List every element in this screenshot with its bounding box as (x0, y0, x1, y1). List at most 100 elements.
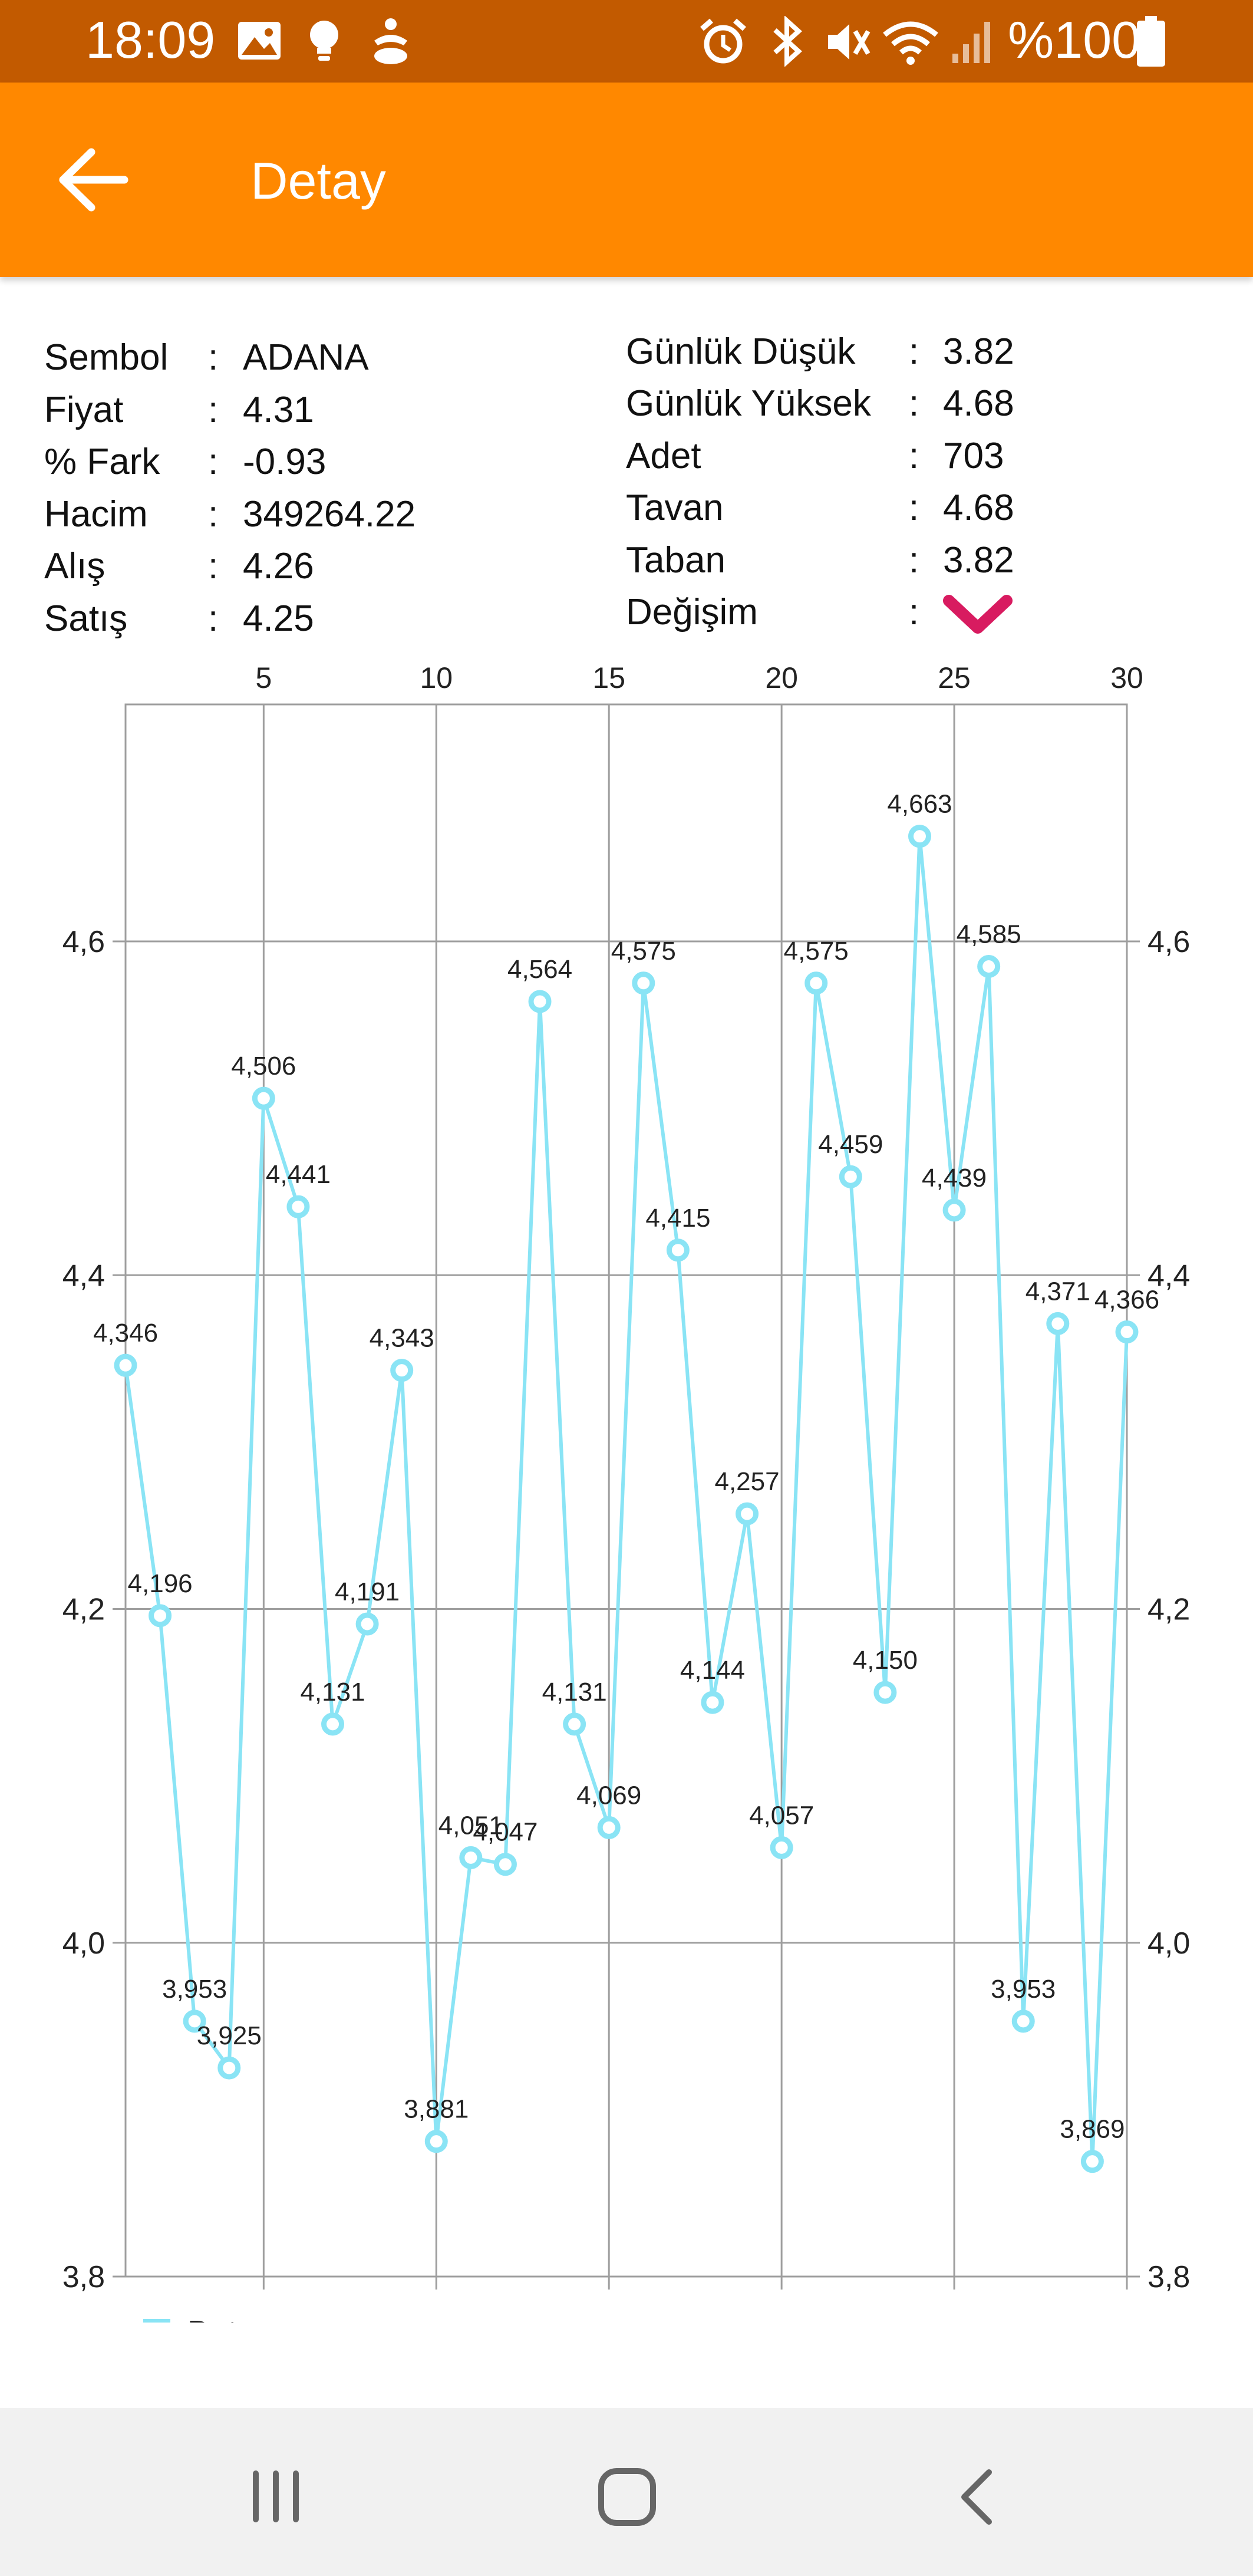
data-point (493, 1853, 517, 1876)
price-chart: 5 10 15 20 25 30 3,8 3,8 4,0 4,0 4,2 4,2 4,4 4,4 4,6 4,… (0, 637, 1253, 2350)
data-label: 4,144 (680, 1656, 745, 1685)
data-point (390, 1359, 414, 1382)
data-label: 4,196 (128, 1569, 193, 1598)
y-tick-label-right: 4,0 (1148, 1926, 1190, 1961)
back-button[interactable] (56, 141, 139, 218)
navigation-bar (0, 2408, 1253, 2576)
legend-label: Datas (187, 2314, 271, 2323)
data-label: 4,257 (714, 1467, 779, 1496)
info-colon: : (208, 546, 219, 587)
info-value: 4.31 (243, 390, 314, 430)
info-label: Sembol (44, 337, 169, 378)
info-colon: : (208, 390, 219, 430)
data-point (1080, 2150, 1104, 2173)
y-tick-label-left: 4,0 (62, 1926, 105, 1961)
recent-apps-button[interactable] (235, 2464, 317, 2529)
wifi-icon (883, 21, 938, 65)
status-time: 18:09 (85, 11, 216, 69)
accessibility-icon (374, 18, 407, 64)
signal-icon (952, 22, 990, 63)
mute-icon (828, 24, 870, 60)
data-point (804, 971, 828, 995)
info-row-change: Değişim : (626, 589, 1186, 636)
info-value: -0.93 (243, 442, 327, 482)
info-row-daily-low: Günlük Düşük : 3.82 (626, 328, 1186, 375)
data-label: 4,150 (853, 1646, 918, 1675)
data-label: 3,881 (404, 2095, 469, 2124)
series-line (124, 834, 1129, 2163)
info-label: Günlük Yüksek (626, 383, 871, 424)
data-label: 4,663 (887, 790, 952, 819)
info-value: 3.82 (943, 331, 1014, 372)
y-tick-label-left: 4,4 (62, 1259, 105, 1293)
y-tick-label-left: 3,8 (62, 2260, 105, 2294)
data-point (839, 1165, 862, 1188)
data-point (736, 1502, 759, 1526)
info-value: 4.26 (243, 546, 314, 587)
info-colon: : (208, 337, 219, 378)
info-label: % Fark (44, 442, 160, 482)
data-label: 4,057 (749, 1801, 814, 1830)
home-button[interactable] (586, 2464, 668, 2529)
info-row-change-percent: % Fark : -0.93 (44, 439, 575, 486)
info-row-ceiling: Tavan : 4.68 (626, 485, 1186, 532)
info-colon: : (909, 383, 919, 424)
bulb-icon (310, 21, 338, 61)
info-label: Alış (44, 546, 105, 587)
data-label: 4,366 (1094, 1286, 1159, 1315)
data-label: 4,506 (231, 1052, 296, 1081)
y-tick-label-right: 3,8 (1148, 2260, 1190, 2294)
info-row-symbol: Sembol : ADANA (44, 334, 575, 381)
data-point (252, 1086, 275, 1110)
alarm-icon (700, 18, 746, 64)
data-label: 4,346 (93, 1319, 158, 1348)
data-point (528, 990, 552, 1013)
info-value: 4.25 (243, 598, 314, 639)
status-bar: 18:09 (0, 0, 1253, 83)
data-label: 4,575 (611, 937, 676, 966)
info-colon: : (909, 592, 919, 633)
info-row-price: Fiyat : 4.31 (44, 387, 575, 434)
y-tick-label-right: 4,2 (1148, 1593, 1190, 1627)
home-icon (598, 2468, 656, 2526)
info-colon: : (909, 436, 919, 476)
y-tick-label-left: 4,2 (62, 1593, 105, 1627)
page-title: Detay (250, 151, 386, 210)
info-label: Taban (626, 540, 726, 581)
data-point (942, 1198, 966, 1222)
back-nav-button[interactable] (937, 2464, 1020, 2529)
info-row-daily-high: Günlük Yüksek : 4.68 (626, 380, 1186, 427)
data-point (459, 1846, 483, 1869)
y-tick-label-left: 4,6 (62, 925, 105, 959)
data-point (355, 1612, 379, 1636)
data-point (977, 955, 1001, 978)
info-row-floor: Taban : 3.82 (626, 537, 1186, 584)
x-tick-label: 30 (1110, 661, 1143, 694)
data-label: 4,441 (266, 1160, 331, 1189)
app-bar: Detay (0, 83, 1253, 277)
data-label: 4,069 (576, 1781, 641, 1810)
info-row-ask: Satış : 4.25 (44, 595, 575, 643)
data-point (908, 825, 931, 848)
info-label: Adet (626, 436, 701, 476)
x-tick-label: 5 (255, 661, 272, 694)
x-tick-label: 10 (420, 661, 453, 694)
data-label: 4,343 (370, 1324, 434, 1353)
info-value: 703 (943, 436, 1004, 476)
data-point (183, 2010, 206, 2033)
data-label: 4,371 (1026, 1277, 1090, 1306)
data-label: 4,459 (818, 1130, 883, 1159)
info-label: Fiyat (44, 390, 124, 430)
info-label: Günlük Düşük (626, 331, 856, 372)
data-point (701, 1691, 724, 1714)
data-point (597, 1816, 621, 1839)
x-tick-label: 15 (592, 661, 625, 694)
info-label: Hacim (44, 494, 148, 535)
info-colon: : (208, 494, 219, 535)
x-tick-label: 25 (938, 661, 971, 694)
data-label: 4,047 (473, 1818, 538, 1847)
info-row-count: Adet : 703 (626, 433, 1186, 480)
info-row-bid: Alış : 4.26 (44, 543, 575, 590)
data-point (873, 1681, 897, 1704)
data-point (632, 971, 655, 995)
